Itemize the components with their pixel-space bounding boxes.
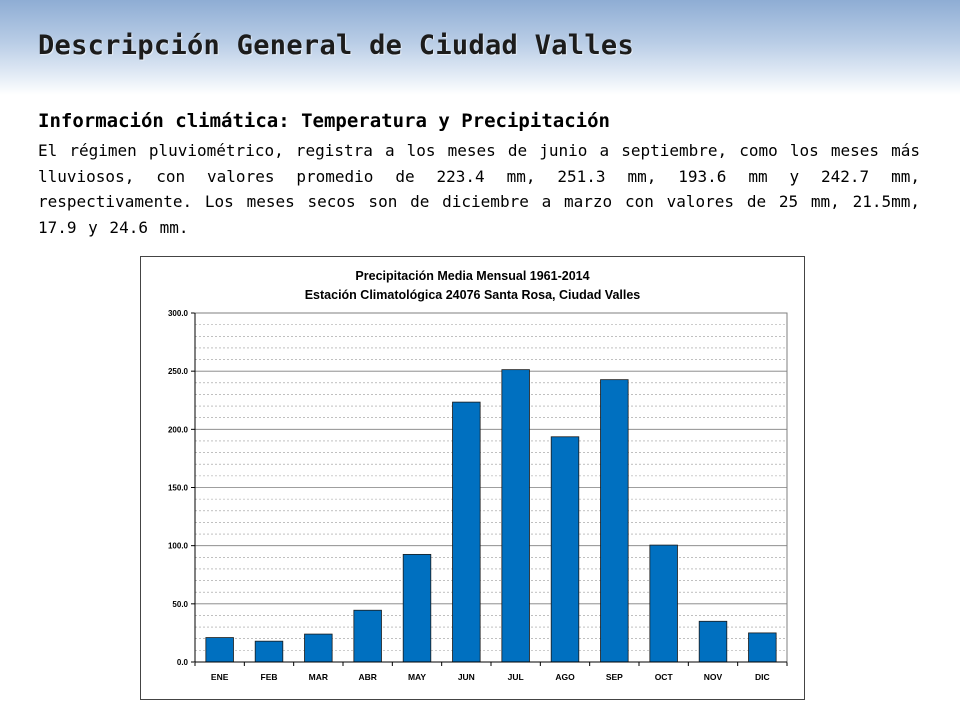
x-tick-label: OCT [655, 672, 674, 682]
header-band [0, 0, 960, 95]
chart-title: Precipitación Media Mensual 1961-2014 [355, 269, 590, 283]
x-tick-label: ENE [211, 672, 229, 682]
y-tick-label: 300.0 [168, 309, 189, 318]
x-tick-label: NOV [704, 672, 723, 682]
chart-subtitle: Estación Climatológica 24076 Santa Rosa,… [304, 288, 641, 302]
y-tick-label: 100.0 [168, 542, 189, 551]
bar-ago [550, 436, 580, 663]
chart-frame: Precipitación Media Mensual 1961-2014 Es… [140, 256, 805, 700]
body-paragraph: El régimen pluviométrico, registra a los… [38, 141, 920, 237]
x-tick-label: AGO [555, 672, 575, 682]
precipitation-bar-chart: 0.0 50.0 100.0 150.0 200.0 250.0 300.0 ENE FEB MA… [168, 309, 788, 682]
bar-oct [649, 544, 678, 663]
x-tick-label: FEB [261, 672, 278, 682]
x-tick-label: SEP [606, 672, 623, 682]
bar-nov [698, 620, 728, 663]
y-tick-label: 0.0 [177, 658, 189, 667]
y-tick-label: 250.0 [168, 367, 189, 376]
x-tick-label: DIC [755, 672, 770, 682]
bar-mar [304, 633, 333, 663]
y-tick-label: 50.0 [172, 600, 188, 609]
bar-may [402, 553, 432, 663]
x-tick-label: MAR [309, 672, 328, 682]
bar-abr [353, 609, 382, 663]
x-tick-label: ABR [358, 672, 376, 682]
y-tick-label: 150.0 [168, 484, 189, 493]
x-tick-label: JUL [508, 672, 524, 682]
bar-jun [452, 401, 481, 663]
bar-jul [501, 369, 530, 663]
x-tick-label: JUN [458, 672, 475, 682]
bar-dic [748, 632, 777, 663]
bar-feb [254, 640, 284, 663]
page-title: Descripción General de Ciudad Valles [38, 30, 634, 61]
y-tick-label: 200.0 [168, 425, 189, 434]
section-heading: Información climática: Temperatura y Pre… [38, 110, 610, 132]
x-tick-label: MAY [408, 672, 426, 682]
bar-ene [205, 637, 234, 663]
bar-sep [600, 379, 629, 663]
